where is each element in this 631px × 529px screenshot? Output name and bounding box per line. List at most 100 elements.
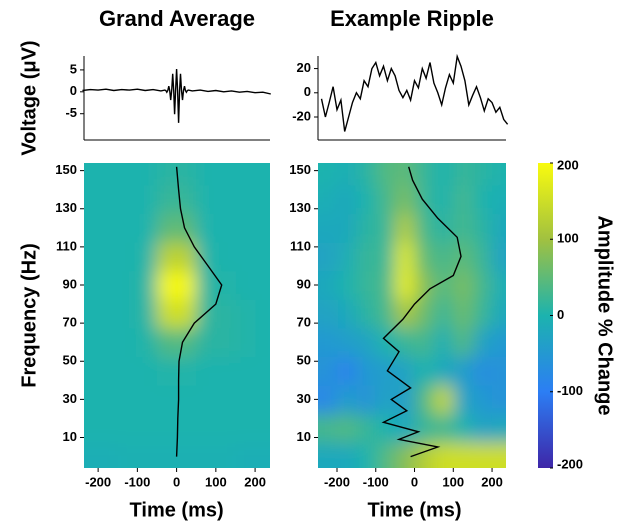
heatmap-cell: [375, 442, 396, 468]
heatmap-cell: [176, 270, 197, 300]
heatmap-cell: [472, 327, 493, 357]
heatmap-cell: [156, 184, 178, 215]
heatmap-cell: [433, 184, 454, 215]
heatmap-cell: [84, 385, 99, 415]
heatmap-cell: [255, 327, 270, 357]
heatmap-cell: [492, 184, 506, 215]
heatmap-cell: [176, 413, 197, 443]
y-tick-label: 0: [70, 83, 77, 98]
x-tick-label: -100: [363, 474, 389, 489]
heatmap-cell: [117, 163, 138, 186]
colorbar-tick-label: -200: [557, 456, 583, 471]
heatmap-cell: [137, 299, 158, 329]
heatmap-cell: [156, 270, 178, 300]
heatmap-cell: [137, 163, 158, 186]
y-axis-label: Frequency (Hz): [18, 243, 40, 387]
heatmap-cell: [414, 413, 435, 443]
heatmap-cell: [176, 184, 197, 215]
y-axis-label: Voltage (μV): [18, 40, 40, 155]
heatmap-cell: [492, 163, 506, 186]
heatmap-cell: [176, 242, 197, 272]
heatmap-cell: [472, 242, 493, 272]
heatmap-cell: [336, 270, 357, 300]
x-tick-label: 200: [481, 474, 503, 489]
heatmap-cell: [472, 356, 493, 386]
heatmap-cell: [98, 184, 119, 215]
heatmap-cell: [356, 413, 377, 443]
heatmap-cell: [356, 385, 377, 415]
heatmap-cell: [176, 356, 197, 386]
heatmap-cell: [215, 163, 236, 186]
panel-title: Grand Average: [99, 6, 255, 31]
heatmap-cell: [98, 213, 119, 243]
y-tick-label: 50: [297, 353, 311, 368]
heatmap-cell: [117, 327, 138, 357]
y-tick-label: 150: [55, 162, 77, 177]
heatmap-cell: [453, 270, 474, 300]
heatmap-cell: [117, 442, 138, 468]
heatmap-cell: [492, 213, 506, 243]
heatmap-cell: [492, 356, 506, 386]
heatmap-cell: [472, 299, 493, 329]
heatmap-cell: [235, 385, 256, 415]
y-tick-label: 10: [63, 429, 77, 444]
y-tick-label: 0: [304, 84, 311, 99]
x-tick-label: 0: [173, 474, 180, 489]
heatmap-cell: [235, 184, 256, 215]
heatmap-cell: [255, 442, 270, 468]
heatmap-cell: [433, 385, 454, 415]
heatmap-cell: [492, 413, 506, 443]
heatmap-cell: [137, 385, 158, 415]
y-tick-label: 90: [297, 276, 311, 291]
heatmap-cell: [98, 413, 119, 443]
heatmap-cell: [98, 442, 119, 468]
heatmap-cell: [215, 413, 236, 443]
y-tick-label: 30: [63, 391, 77, 406]
heatmap-cell: [375, 184, 396, 215]
heatmap-cell: [196, 242, 217, 272]
heatmap-cell: [84, 356, 99, 386]
y-tick-label: 70: [297, 315, 311, 330]
heatmap-cell: [196, 163, 217, 186]
y-tick-label: 5: [70, 61, 77, 76]
heatmap-cell: [453, 299, 474, 329]
heatmap-clip: [84, 163, 270, 468]
heatmap-cell: [176, 163, 197, 186]
heatmap-cell: [414, 327, 435, 357]
heatmap-cell: [492, 299, 506, 329]
heatmap-cell: [215, 270, 236, 300]
heatmap-cell: [492, 442, 506, 468]
heatmap-cell: [472, 385, 493, 415]
panel-title: Example Ripple: [330, 6, 494, 31]
heatmap-cell: [336, 184, 357, 215]
heatmap-cell: [356, 270, 377, 300]
heatmap-cell: [356, 356, 377, 386]
heatmap-cell: [395, 442, 416, 468]
heatmap-cell: [137, 442, 158, 468]
heatmap-cell: [196, 442, 217, 468]
heatmap-cell: [196, 299, 217, 329]
heatmap-cell: [433, 413, 454, 443]
heatmap-cell: [433, 442, 454, 468]
heatmap: [84, 163, 270, 468]
heatmap-cell: [84, 184, 99, 215]
heatmap: [318, 163, 506, 468]
heatmap-cell: [395, 163, 416, 186]
heatmap-cell: [453, 163, 474, 186]
heatmap-cell: [98, 356, 119, 386]
heatmap-cell: [196, 385, 217, 415]
heatmap-cell: [137, 213, 158, 243]
heatmap-cell: [375, 385, 396, 415]
heatmap-cell: [98, 270, 119, 300]
heatmap-cell: [137, 242, 158, 272]
heatmap-cell: [215, 213, 236, 243]
heatmap-cell: [156, 356, 178, 386]
heatmap-cell: [137, 270, 158, 300]
heatmap-cell: [472, 184, 493, 215]
heatmap-cell: [215, 356, 236, 386]
heatmap-cell: [255, 385, 270, 415]
heatmap-cell: [492, 242, 506, 272]
y-tick-label: 130: [289, 200, 311, 215]
x-axis-label: Time (ms): [367, 499, 461, 521]
